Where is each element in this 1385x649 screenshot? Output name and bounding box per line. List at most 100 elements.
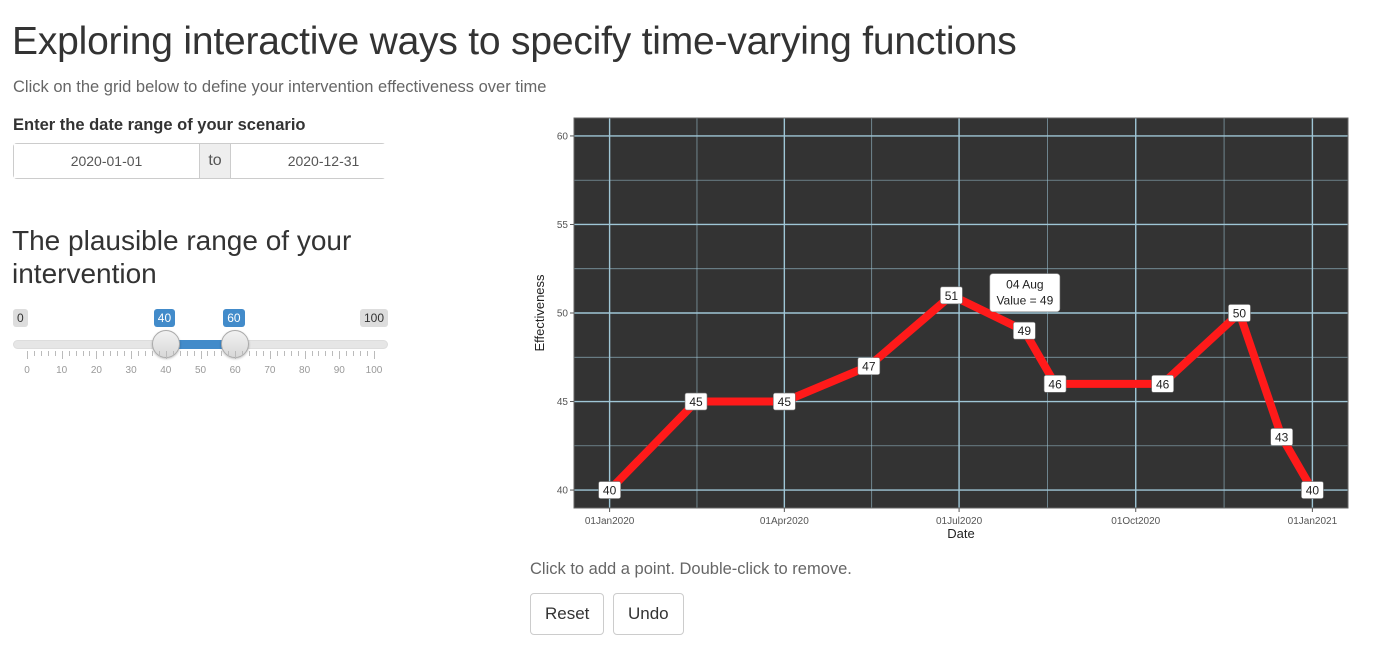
data-point-label: 45 [778, 395, 792, 409]
slider-grid-tick [304, 351, 306, 359]
slider-grid-tick [221, 351, 223, 356]
slider-grid-tick [311, 351, 313, 356]
slider-grid-tick [235, 351, 237, 359]
data-point-label: 47 [862, 360, 876, 374]
x-tick-label: 01Jan2020 [585, 516, 635, 527]
data-point-label-box [1228, 304, 1251, 322]
date-range-input: to [13, 143, 416, 179]
data-point-label-box [940, 286, 963, 305]
slider-grid-tick [151, 351, 153, 356]
slider-grid-tick [297, 351, 299, 356]
data-point-label-box [1270, 428, 1293, 446]
slider-grid-tick [325, 351, 327, 356]
y-tick-label: 60 [557, 131, 569, 142]
slider-grid-tick [353, 351, 355, 356]
y-axis-title: Effectiveness [532, 274, 547, 352]
date-range-label: Enter the date range of your scenario [13, 116, 306, 134]
slider-grid-tick [117, 351, 119, 356]
slider-grid-tick [110, 351, 112, 356]
slider-grid-label: 100 [365, 365, 383, 376]
reset-button[interactable]: Reset [530, 593, 605, 635]
effectiveness-chart[interactable]: 40 45 50 55 60 01Jan2020 01Apr2020 01Jul2020 01O… [530, 115, 1360, 550]
tooltip-value: Value = 49 [996, 294, 1053, 308]
slider-grid-tick [33, 351, 35, 356]
slider-max-label: 100 [359, 309, 388, 327]
slider-grid-label: 60 [229, 365, 241, 376]
x-tick-label: 01Apr2020 [760, 516, 809, 527]
slider-grid-tick [360, 351, 362, 356]
slider-grid-label: 40 [160, 365, 172, 376]
slider-grid-tick [54, 351, 56, 356]
slider-grid-tick [75, 351, 77, 356]
slider-grid-tick [138, 351, 140, 356]
end-date-input[interactable] [231, 144, 416, 178]
slider-grid-tick [367, 351, 369, 356]
y-tick-label: 40 [557, 486, 569, 497]
tooltip-box [989, 273, 1061, 313]
undo-button[interactable]: Undo [613, 593, 684, 635]
slider-grid-tick [103, 351, 105, 356]
slider-grid-tick [68, 351, 70, 356]
slider-grid-tick [228, 351, 230, 356]
slider-grid-tick [131, 351, 133, 359]
slider-grid-tick [172, 351, 174, 356]
data-point-label-box [1151, 375, 1174, 393]
data-point-label-box [684, 392, 708, 411]
slider-grid-label: 90 [333, 365, 345, 376]
slider-grid-tick [61, 351, 63, 359]
slider-grid-tick [165, 351, 167, 359]
start-date-input[interactable] [14, 144, 199, 178]
slider-grid-tick [89, 351, 91, 356]
slider-grid-tick [262, 351, 264, 356]
slider-grid-tick [256, 351, 258, 356]
slider-grid-tick [283, 351, 285, 356]
page-title: Exploring interactive ways to specify ti… [12, 20, 1017, 63]
plot-border [573, 117, 1349, 509]
slider-grid-tick [249, 351, 251, 356]
slider-grid-tick [200, 351, 202, 359]
slider-grid-tick [346, 351, 348, 356]
slider-grid-tick [47, 351, 49, 356]
tooltip-date: 04 Aug [1006, 278, 1043, 292]
y-tick-label: 50 [557, 309, 569, 320]
data-point-label-box [857, 357, 881, 375]
data-point-label-box [1043, 375, 1067, 393]
slider-grid-tick [374, 351, 375, 359]
data-point-label-box [773, 392, 796, 411]
x-tick-label: 01Jul2020 [936, 516, 983, 527]
data-point-label-box [1013, 321, 1036, 340]
slider-grid-label: 0 [24, 365, 30, 376]
y-tick-label: 55 [557, 220, 569, 231]
data-point-label-box [598, 481, 621, 499]
slider-grid-tick [332, 351, 334, 356]
data-point-label: 46 [1048, 377, 1062, 391]
data-point-label: 43 [1275, 430, 1289, 444]
data-point-label: 40 [1306, 484, 1320, 498]
data-point-label: 45 [689, 395, 703, 409]
slider-grid-tick [40, 351, 42, 356]
slider-low-value: 40 [153, 309, 176, 327]
range-heading: The plausible range of your intervention [12, 225, 352, 289]
slider-grid-label: 50 [194, 365, 207, 376]
slider-selected-range [165, 340, 236, 349]
slider-min-label: 0 [13, 309, 28, 327]
y-tick-label: 45 [557, 397, 569, 408]
chart-hint: Click to add a point. Double-click to re… [530, 560, 852, 578]
slider-grid-tick [269, 351, 271, 359]
data-point-label: 50 [1233, 307, 1247, 321]
slider-grid-label: 20 [90, 365, 102, 376]
slider-grid-tick [193, 351, 195, 356]
slider-grid-tick [276, 351, 278, 356]
slider-grid-tick [82, 351, 84, 356]
range-slider[interactable]: 0 100 40 60 0 10 20 30 40 50 60 70 80 90 100 [13, 306, 388, 386]
data-point-label: 46 [1156, 377, 1170, 391]
x-axis-title: Date [947, 526, 974, 541]
slider-grid-tick [124, 351, 126, 356]
date-range-separator: to [199, 144, 231, 178]
data-point-label: 40 [603, 484, 617, 498]
x-tick-label: 01Jan2021 [1288, 516, 1338, 527]
slider-grid-label: 30 [125, 365, 137, 376]
slider-high-value: 60 [223, 309, 245, 327]
slider-grid-tick [339, 351, 341, 359]
slider-grid-tick [96, 351, 98, 359]
